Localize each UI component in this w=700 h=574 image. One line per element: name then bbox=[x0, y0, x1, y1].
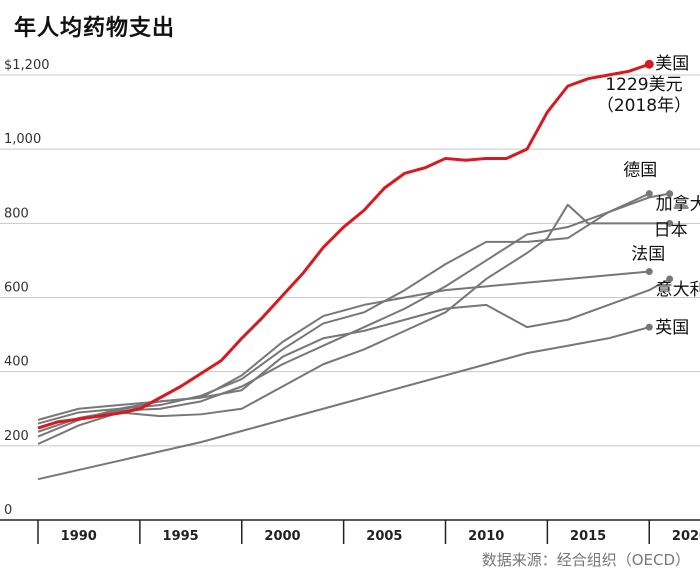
chart-title: 年人均药物支出 bbox=[14, 16, 176, 41]
x-tick-label-2000: 2000 bbox=[264, 529, 300, 544]
series-end-marker-英国 bbox=[645, 323, 653, 331]
x-axis: 1990 1995 2000 2005 2010 2015 2020 bbox=[0, 519, 700, 544]
series-line-英国 bbox=[37, 326, 650, 481]
series-label-英国-0: 英国 bbox=[655, 318, 689, 338]
series-end-marker-德国 bbox=[645, 190, 653, 198]
series-line-德国 bbox=[37, 192, 650, 438]
x-tick-label-2005: 2005 bbox=[366, 529, 402, 544]
grid-layer bbox=[0, 74, 700, 521]
series-line-法国 bbox=[37, 270, 650, 421]
x-tick-label-1995: 1995 bbox=[163, 529, 199, 544]
series-line-日本 bbox=[37, 203, 670, 445]
y-tick-labels: 0 200 400 600 800 1,000 $1,200 bbox=[4, 58, 50, 518]
y-tick-label-0: 0 bbox=[4, 503, 12, 518]
series-label-意大利-0: 意大利 bbox=[656, 280, 700, 300]
x-tick-label-1990: 1990 bbox=[61, 529, 97, 544]
y-tick-label-1000: 1,000 bbox=[4, 132, 41, 147]
y-tick-label-200: 200 bbox=[4, 429, 29, 444]
series-label-美国-0: 美国 bbox=[655, 54, 689, 74]
y-tick-label-1200: $1,200 bbox=[4, 58, 50, 73]
series-end-marker-美国 bbox=[644, 59, 654, 69]
series-layer bbox=[37, 59, 674, 481]
series-label-美国-2: （2018年） bbox=[597, 96, 691, 116]
series-label-日本-0: 日本 bbox=[654, 220, 688, 240]
x-tick-label-2015: 2015 bbox=[570, 529, 606, 544]
series-end-marker-加拿大 bbox=[666, 190, 674, 198]
x-tick-label-2020: 2020 bbox=[672, 529, 700, 544]
series-label-加拿大-0: 加拿大 bbox=[656, 194, 700, 215]
series-line-美国 bbox=[37, 62, 650, 430]
y-tick-label-800: 800 bbox=[4, 206, 29, 221]
series-label-美国-1: 1229美元 bbox=[605, 75, 682, 95]
series-line-意大利 bbox=[37, 278, 671, 425]
y-tick-label-600: 600 bbox=[4, 281, 29, 296]
series-end-marker-日本 bbox=[666, 219, 674, 227]
series-label-德国-0: 德国 bbox=[623, 161, 657, 181]
series-end-marker-意大利 bbox=[666, 275, 674, 283]
y-tick-label-400: 400 bbox=[4, 355, 29, 370]
x-tick-label-2010: 2010 bbox=[468, 529, 504, 544]
series-line-加拿大 bbox=[37, 192, 670, 433]
series-label-法国-0: 法国 bbox=[631, 245, 665, 265]
series-end-marker-法国 bbox=[645, 268, 653, 276]
source-note: 数据来源：经合组织（OECD） bbox=[481, 551, 690, 569]
